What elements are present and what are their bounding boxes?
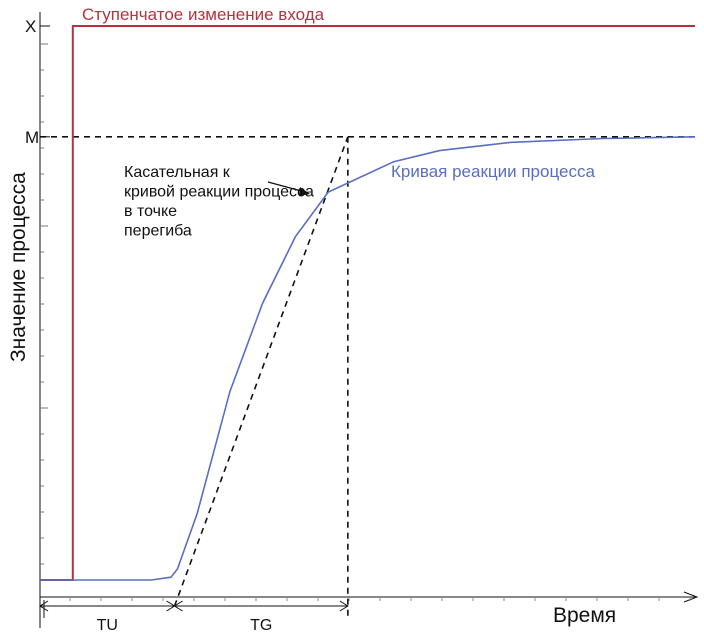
interval-arrow-right xyxy=(339,600,349,612)
interval-arrow-left xyxy=(39,600,49,612)
interval-tg: TG xyxy=(173,600,349,634)
y-axis-title: Значение процесса xyxy=(7,172,30,362)
interval-tu: TU xyxy=(39,600,176,634)
reaction-curve-label: Кривая реакции процесса xyxy=(391,162,595,181)
tangent-pointer xyxy=(267,181,306,193)
reaction-curve-line xyxy=(40,136,696,581)
interval-markers: TU TG xyxy=(39,600,349,634)
series-layer xyxy=(40,25,696,581)
tangent-label: Касательная к кривой реакции процесса в то… xyxy=(124,164,314,240)
x-axis-title: Время xyxy=(553,604,616,627)
interval-label: TG xyxy=(250,617,272,634)
interval-label: TU xyxy=(97,617,118,634)
axes: XM xyxy=(25,12,699,628)
reference-lines xyxy=(40,136,695,620)
y-tick-label: X xyxy=(25,17,36,36)
step-input-label: Ступенчатое изменение входа xyxy=(82,5,325,24)
interval-arrow-left xyxy=(173,600,183,612)
step-input-line xyxy=(40,25,695,581)
y-tick-label: M xyxy=(25,128,39,147)
x-axis-arrow xyxy=(683,591,699,603)
tangent-line xyxy=(173,136,349,607)
tangent-pointer-head xyxy=(299,187,310,196)
